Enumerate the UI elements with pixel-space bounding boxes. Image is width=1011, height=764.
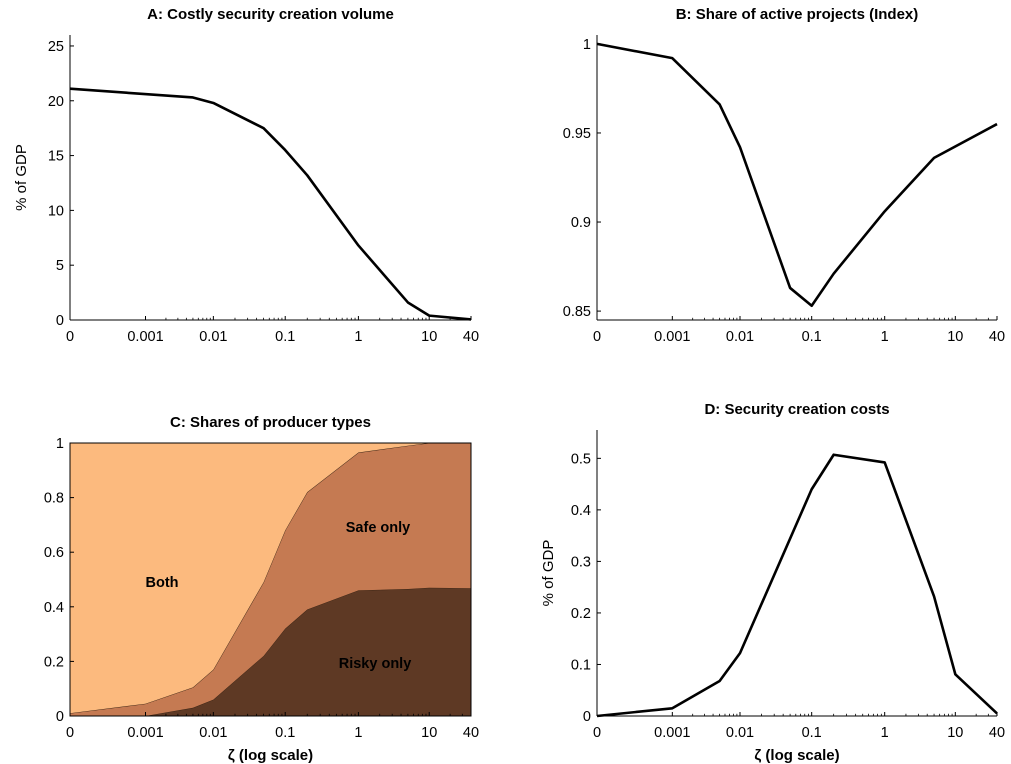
x-tick-label: 0 [66, 329, 74, 345]
chart-title: C: Shares of producer types [170, 414, 371, 431]
y-axis-label: % of GDP [540, 540, 557, 607]
y-tick-label: 0.8 [44, 491, 64, 507]
y-tick-label: 25 [48, 39, 64, 55]
y-tick-label: 1 [56, 436, 64, 452]
x-tick-label: 0.01 [726, 725, 754, 741]
y-tick-label: 0.1 [571, 657, 591, 673]
x-tick-label: 0.1 [275, 725, 295, 741]
y-tick-label: 0.9 [571, 215, 591, 231]
chart-title: A: Costly security creation volume [147, 6, 394, 23]
series-line [596, 42, 998, 308]
y-tick-label: 0 [583, 709, 591, 725]
series-line [596, 453, 998, 718]
chart-title: B: Share of active projects (Index) [676, 6, 919, 23]
area-risky-only [70, 587, 471, 716]
panel-d: 0 0.001 0.01 0.1 1 10 40 0 0.1 0.2 0.3 0.4 0.5 D: Sec… [540, 401, 1005, 764]
x-tick-label: 1 [881, 329, 889, 345]
y-tick-label: 0.6 [44, 545, 64, 561]
x-tick-label: 10 [947, 329, 963, 345]
x-tick-label: 0.001 [654, 725, 690, 741]
x-tick-label: 40 [463, 329, 479, 345]
x-tick-label: 0.01 [199, 329, 227, 345]
y-axis-label: % of GDP [13, 144, 30, 211]
x-tick-label: 0.001 [127, 329, 163, 345]
y-tick-label: 0.2 [44, 654, 64, 670]
y-tick-label: 0.4 [44, 600, 64, 616]
y-tick-label: 0.85 [563, 304, 591, 320]
x-tick-label: 40 [463, 725, 479, 741]
y-tick-label: 0.3 [571, 554, 591, 570]
x-tick-label: 0 [593, 329, 601, 345]
area-label-both: Both [145, 575, 178, 591]
x-tick-label: 10 [421, 329, 437, 345]
panel-c: 0 0.001 0.01 0.1 1 10 40 0 0.2 0.4 0.6 0.8 1 C: Share… [44, 414, 479, 764]
y-tick-label: 5 [56, 258, 64, 274]
y-tick-label: 0.95 [563, 126, 591, 142]
x-tick-label: 0.1 [275, 329, 295, 345]
area-both [70, 443, 471, 714]
area-label-risky-only: Risky only [339, 656, 412, 672]
x-tick-label: 40 [989, 329, 1005, 345]
chart-title: D: Security creation costs [704, 401, 889, 418]
panel-b: 0 0.001 0.01 0.1 1 10 40 0.85 0.9 0.95 1 B: Share o… [563, 6, 1005, 345]
x-tick-label: 1 [354, 329, 362, 345]
x-tick-label: 0 [66, 725, 74, 741]
y-tick-label: 15 [48, 149, 64, 165]
area-label-safe-only: Safe only [346, 520, 410, 536]
x-tick-label: 0 [593, 725, 601, 741]
y-tick-label: 0 [56, 313, 64, 329]
y-tick-label: 0 [56, 709, 64, 725]
x-tick-label: 0.1 [802, 329, 822, 345]
x-tick-label: 0.1 [802, 725, 822, 741]
x-tick-label: 0.01 [199, 725, 227, 741]
series-line [69, 87, 472, 321]
y-tick-label: 0.2 [571, 606, 591, 622]
plot-frame [69, 442, 472, 717]
x-tick-label: 10 [947, 725, 963, 741]
y-tick-label: 0.4 [571, 503, 591, 519]
x-tick-label: 1 [354, 725, 362, 741]
panel-a: 0 0.001 0.01 0.1 1 10 40 0 5 10 15 20 25 A: Costly se… [13, 6, 479, 345]
x-tick-label: 10 [421, 725, 437, 741]
y-tick-label: 20 [48, 94, 64, 110]
x-tick-label: 0.01 [726, 329, 754, 345]
x-tick-label: 1 [881, 725, 889, 741]
y-tick-label: 0.5 [571, 451, 591, 467]
x-tick-label: 40 [989, 725, 1005, 741]
y-tick-label: 10 [48, 203, 64, 219]
x-tick-label: 0.001 [127, 725, 163, 741]
x-axis-label: ζ (log scale) [754, 747, 839, 764]
x-tick-label: 0.001 [654, 329, 690, 345]
y-tick-label: 1 [583, 37, 591, 53]
area-safe-only [70, 443, 471, 716]
x-axis-label: ζ (log scale) [228, 747, 313, 764]
